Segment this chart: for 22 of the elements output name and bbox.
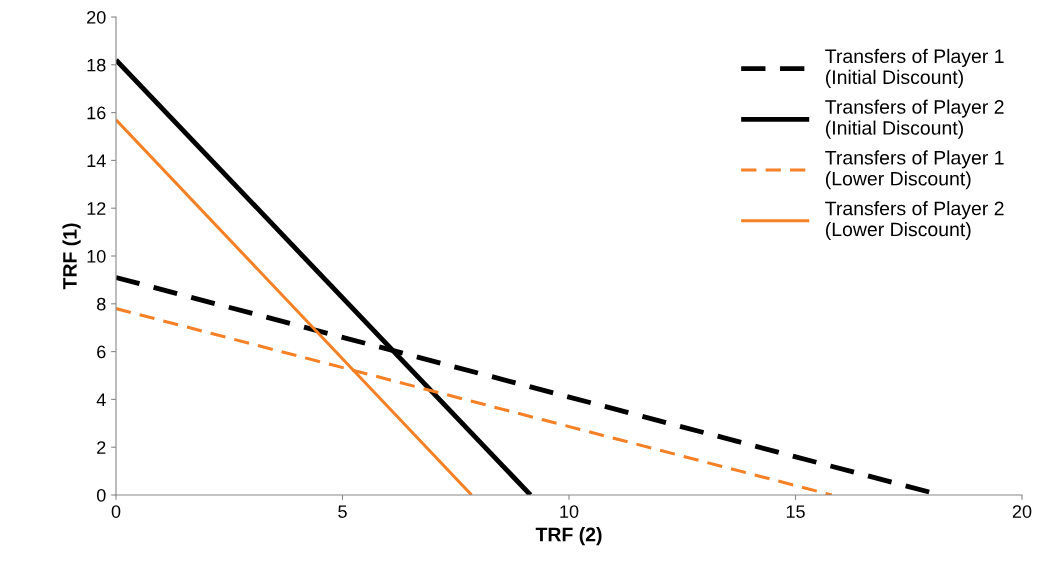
legend-label: Transfers of Player 1 (Initial Discount) [825,48,1004,88]
y-tick-label: 14 [87,154,106,167]
y-tick-label: 16 [87,106,106,120]
y-tick-label: 20 [87,10,106,24]
legend-label: Transfers of Player 1 (Lower Discount) [825,150,1004,190]
x-tick-label: 15 [786,505,805,518]
y-tick-label: 18 [87,58,106,72]
x-tick-label: 0 [111,505,121,518]
y-tick-label: 2 [97,441,106,454]
y-tick-label: 0 [96,488,106,502]
y-tick-label: 8 [97,297,106,311]
y-tick-label: 12 [87,202,106,215]
x-tick-label: 5 [338,505,347,518]
y-tick-label: 10 [87,249,106,263]
legend-label: Transfers of Player 2 (Lower Discount) [825,201,1004,241]
y-tick-label: 4 [96,393,106,406]
x-axis-title: TRF (2) [535,527,602,546]
x-tick-label: 10 [560,505,579,518]
y-tick-label: 6 [97,345,106,359]
legend-label: Transfers of Player 2 (Initial Discount) [825,99,1004,139]
x-tick-label: 20 [1012,505,1032,518]
y-axis-title: TRF (1) [62,223,81,290]
